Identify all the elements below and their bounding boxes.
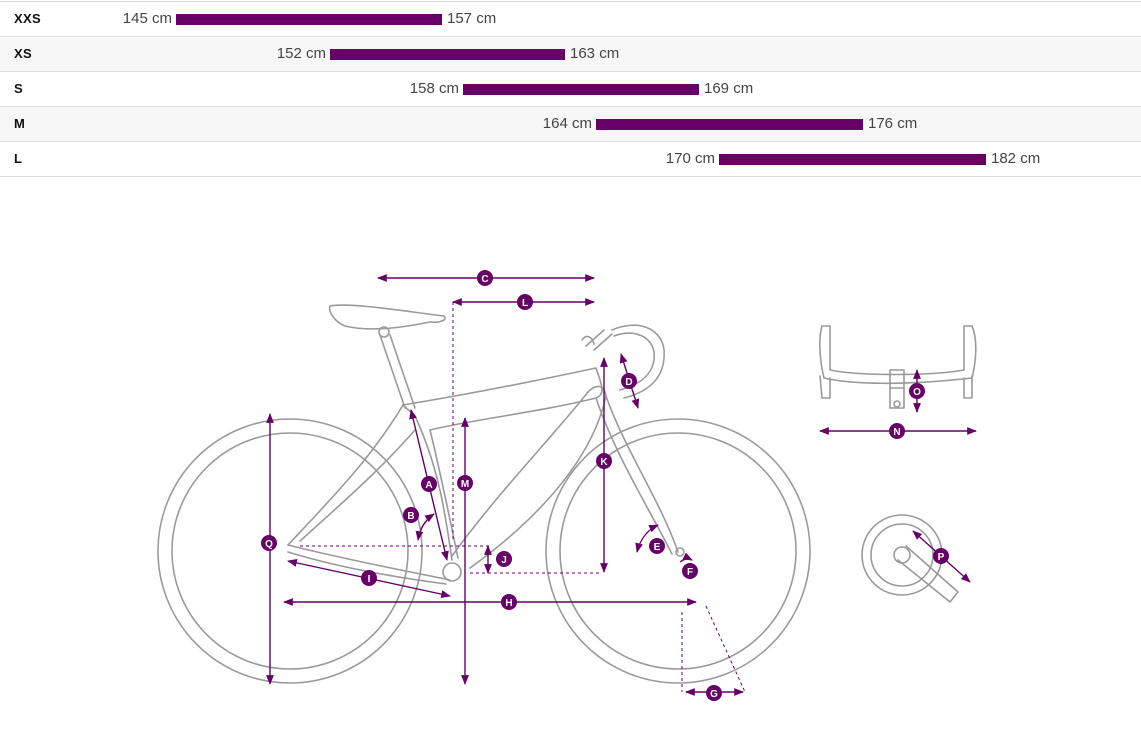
rear-wheel — [157, 418, 423, 684]
svg-text:F: F — [687, 567, 693, 578]
size-label: S — [14, 81, 23, 96]
size-row-xs: XS 152 cm 163 cm — [0, 37, 1141, 72]
frame — [287, 367, 607, 585]
size-label: L — [14, 151, 23, 166]
dim-badge-h: H — [501, 594, 517, 610]
dim-badge-k: K — [596, 453, 612, 469]
size-row-xxs: XXS 145 cm 157 cm — [0, 1, 1141, 37]
size-row-s: S 158 cm 169 cm — [0, 72, 1141, 107]
dim-badge-d: D — [621, 373, 637, 389]
dim-badge-e: E — [649, 538, 665, 554]
size-label: M — [14, 116, 26, 131]
fork — [595, 395, 685, 557]
svg-text:P: P — [938, 552, 945, 563]
dim-badge-f: F — [682, 563, 698, 579]
height-min-label: 152 cm — [276, 45, 326, 62]
height-max-label: 157 cm — [447, 10, 497, 27]
size-height-chart: XXS 145 cm 157 cm XS 152 cm 163 cm S 158… — [0, 1, 1141, 177]
height-range-bar — [330, 49, 565, 60]
height-max-label: 163 cm — [570, 45, 620, 62]
dim-badge-l: L — [517, 294, 533, 310]
height-range-bar — [176, 14, 442, 25]
dim-badge-a: A — [421, 476, 437, 492]
height-min-label: 164 cm — [542, 115, 592, 132]
svg-text:A: A — [425, 480, 432, 491]
dim-badge-b: B — [403, 507, 419, 523]
dimension-labels: A B C D E F G H I J K L M N O P Q — [261, 270, 949, 701]
svg-text:B: B — [407, 511, 414, 522]
size-label: XS — [14, 46, 32, 61]
height-range-bar — [719, 154, 986, 165]
svg-text:N: N — [893, 427, 900, 438]
size-row-m: M 164 cm 176 cm — [0, 107, 1141, 142]
height-range-bar — [463, 84, 699, 95]
height-max-label: 182 cm — [991, 150, 1041, 167]
front-wheel — [545, 418, 811, 684]
svg-text:J: J — [501, 555, 507, 566]
svg-text:O: O — [913, 387, 921, 398]
saddle — [328, 304, 446, 330]
svg-text:H: H — [505, 598, 512, 609]
dim-badge-p: P — [933, 548, 949, 564]
dim-badge-g: G — [706, 685, 722, 701]
dim-badge-j: J — [496, 551, 512, 567]
size-label: XXS — [14, 11, 41, 26]
geometry-reference-lines — [300, 302, 746, 693]
svg-text:G: G — [710, 689, 718, 700]
svg-text:M: M — [461, 479, 469, 490]
size-row-l: L 170 cm 182 cm — [0, 142, 1141, 177]
dim-badge-q: Q — [261, 535, 277, 551]
height-max-label: 169 cm — [704, 80, 754, 97]
svg-text:I: I — [368, 574, 371, 585]
stem-and-handlebar — [581, 324, 665, 399]
dim-badge-m: M — [457, 475, 473, 491]
dim-badge-i: I — [361, 570, 377, 586]
svg-text:K: K — [600, 457, 608, 468]
dim-badge-c: C — [477, 270, 493, 286]
dim-badge-n: N — [889, 423, 905, 439]
svg-text:Q: Q — [265, 539, 273, 550]
height-min-label: 170 cm — [665, 150, 715, 167]
svg-text:D: D — [625, 377, 632, 388]
height-min-label: 158 cm — [409, 80, 459, 97]
svg-text:E: E — [654, 542, 661, 553]
bike-illustration — [157, 304, 977, 684]
height-min-label: 145 cm — [122, 10, 172, 27]
height-max-label: 176 cm — [868, 115, 918, 132]
svg-text:C: C — [481, 274, 488, 285]
dimension-arrows — [266, 274, 977, 696]
height-range-bar — [596, 119, 863, 130]
handlebar-front-view — [819, 325, 977, 409]
svg-text:L: L — [522, 298, 528, 309]
seatpost — [378, 326, 416, 409]
dim-badge-o: O — [909, 383, 925, 399]
